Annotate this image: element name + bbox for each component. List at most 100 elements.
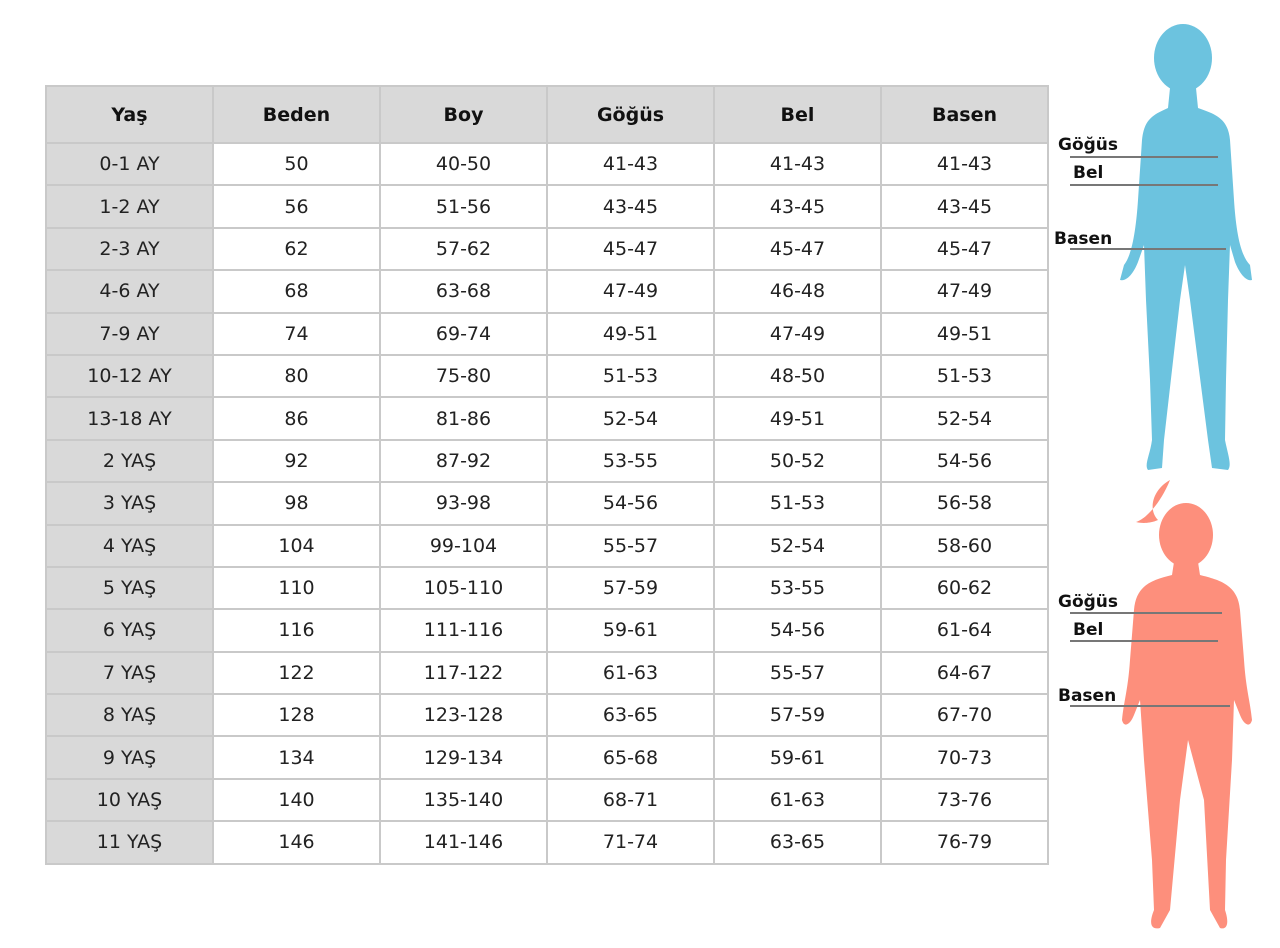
table-cell: 51-53 [880,353,1049,399]
table-cell: 52-54 [713,523,882,568]
table-cell: 65-68 [546,735,715,780]
table-cell: 59-61 [713,735,882,780]
table-cell: 57-59 [546,565,715,611]
boy-silhouette [1120,24,1252,470]
table-cell: 80 [212,353,381,399]
age-cell: 3 YAŞ [45,481,214,526]
table-cell: 59-61 [546,608,715,653]
column-header: Yaş [45,85,214,144]
table-cell: 41-43 [880,141,1049,187]
table-cell: 73-76 [880,777,1049,823]
table-cell: 49-51 [546,311,715,356]
table-cell: 53-55 [713,565,882,611]
table-cell: 54-56 [546,481,715,526]
table-cell: 129-134 [379,735,548,780]
table-cell: 62 [212,226,381,272]
table-cell: 68 [212,269,381,314]
column-header: Basen [880,85,1049,144]
table-cell: 43-45 [713,184,882,229]
table-cell: 41-43 [713,141,882,187]
table-cell: 47-49 [713,311,882,356]
table-cell: 99-104 [379,523,548,568]
table-cell: 98 [212,481,381,526]
age-cell: 11 YAŞ [45,820,214,865]
age-cell: 10 YAŞ [45,777,214,823]
table-cell: 45-47 [713,226,882,272]
table-cell: 57-59 [713,693,882,738]
table-cell: 86 [212,396,381,441]
age-cell: 4-6 AY [45,269,214,314]
table-cell: 47-49 [880,269,1049,314]
age-cell: 10-12 AY [45,353,214,399]
table-cell: 63-65 [713,820,882,865]
table-cell: 76-79 [880,820,1049,865]
table-cell: 53-55 [546,438,715,484]
table-cell: 111-116 [379,608,548,653]
measurement-lines [1070,156,1230,707]
table-row: 5 YAŞ 110 105-110 57-59 53-55 60-62 [45,565,1049,611]
girl-chest-label: Göğüs [1058,592,1119,612]
table-cell: 135-140 [379,777,548,823]
age-cell: 13-18 AY [45,396,214,441]
boy-hip-label: Basen [1054,229,1113,249]
table-cell: 48-50 [713,353,882,399]
table-cell: 54-56 [880,438,1049,484]
column-header: Beden [212,85,381,144]
boy-chest-label: Göğüs [1058,135,1119,155]
table-row: 1-2 AY 56 51-56 43-45 43-45 43-45 [45,184,1049,229]
table-row: 7-9 AY 74 69-74 49-51 47-49 49-51 [45,311,1049,356]
table-cell: 116 [212,608,381,653]
table-cell: 57-62 [379,226,548,272]
age-cell: 1-2 AY [45,184,214,229]
table-row: 6 YAŞ 116 111-116 59-61 54-56 61-64 [45,608,1049,653]
table-row: 4-6 AY 68 63-68 47-49 46-48 47-49 [45,269,1049,314]
table-row: 2 YAŞ 92 87-92 53-55 50-52 54-56 [45,438,1049,484]
table-cell: 93-98 [379,481,548,526]
girl-waist-label: Bel [1073,620,1104,640]
age-cell: 9 YAŞ [45,735,214,780]
table-cell: 51-53 [713,481,882,526]
table-cell: 61-63 [546,650,715,696]
table-row: 10-12 AY 80 75-80 51-53 48-50 51-53 [45,353,1049,399]
table-row: 0-1 AY 50 40-50 41-43 41-43 41-43 [45,141,1049,187]
girl-silhouette [1122,480,1252,929]
column-header: Boy [379,85,548,144]
table-cell: 52-54 [546,396,715,441]
table-cell: 87-92 [379,438,548,484]
age-cell: 6 YAŞ [45,608,214,653]
table-cell: 75-80 [379,353,548,399]
table-cell: 64-67 [880,650,1049,696]
table-cell: 50 [212,141,381,187]
table-row: 13-18 AY 86 81-86 52-54 49-51 52-54 [45,396,1049,441]
table-row: 9 YAŞ 134 129-134 65-68 59-61 70-73 [45,735,1049,780]
body-figures [1070,24,1252,929]
table-cell: 55-57 [546,523,715,568]
table-cell: 50-52 [713,438,882,484]
table-row: 4 YAŞ 104 99-104 55-57 52-54 58-60 [45,523,1049,568]
table-cell: 122 [212,650,381,696]
table-cell: 68-71 [546,777,715,823]
table-cell: 58-60 [880,523,1049,568]
table-cell: 47-49 [546,269,715,314]
table-row: 3 YAŞ 98 93-98 54-56 51-53 56-58 [45,481,1049,526]
table-cell: 69-74 [379,311,548,356]
age-cell: 8 YAŞ [45,693,214,738]
table-cell: 61-64 [880,608,1049,653]
size-chart-table: Yaş Beden Boy Göğüs Bel Basen 0-1 AY 50 40-50 41… [45,85,1049,865]
table-cell: 92 [212,438,381,484]
table-row: 11 YAŞ 146 141-146 71-74 63-65 76-79 [45,820,1049,865]
header-row: Yaş Beden Boy Göğüs Bel Basen [45,85,1049,144]
table-cell: 104 [212,523,381,568]
table-cell: 63-65 [546,693,715,738]
table-cell: 43-45 [880,184,1049,229]
table-cell: 140 [212,777,381,823]
table-cell: 141-146 [379,820,548,865]
table-cell: 41-43 [546,141,715,187]
table-cell: 43-45 [546,184,715,229]
table-cell: 134 [212,735,381,780]
boy-waist-label: Bel [1073,163,1104,183]
table-cell: 81-86 [379,396,548,441]
age-cell: 7 YAŞ [45,650,214,696]
table-row: 10 YAŞ 140 135-140 68-71 61-63 73-76 [45,777,1049,823]
table-cell: 63-68 [379,269,548,314]
